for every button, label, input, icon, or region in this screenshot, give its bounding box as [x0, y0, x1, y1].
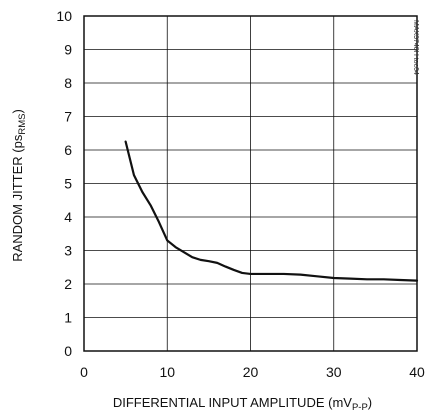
y-tick-label: 7	[64, 109, 72, 125]
y-axis-label: RANDOM JITTER (psRMS)	[10, 109, 28, 262]
x-axis-label: DIFFERENTIAL INPUT AMPLITUDE (mVP-P)	[113, 395, 372, 413]
y-tick-label: 6	[64, 142, 72, 158]
x-tick-labels: 0 10 20 30 40	[80, 364, 425, 380]
grid-lines	[84, 16, 417, 351]
x-axis-label-main: DIFFERENTIAL INPUT AMPLITUDE (mV	[113, 395, 352, 410]
y-axis-label-subscript: RMS	[17, 114, 28, 135]
x-tick-label: 0	[80, 364, 88, 380]
y-tick-label: 5	[64, 176, 72, 192]
y-axis-label-main: RANDOM JITTER (ps	[10, 134, 25, 262]
plot-frame	[83, 15, 418, 352]
y-tick-label: 0	[64, 343, 72, 359]
y-tick-label: 9	[64, 42, 72, 58]
y-tick-label: 2	[64, 276, 72, 292]
y-tick-label: 8	[64, 75, 72, 91]
y-axis-label-close: )	[10, 109, 25, 113]
y-tick-labels: 0 1 2 3 4 5 6 7 8 9 10	[56, 8, 72, 359]
x-tick-label: 10	[159, 364, 175, 380]
x-tick-label: 40	[409, 364, 425, 380]
y-tick-label: 10	[56, 8, 72, 24]
y-tick-label: 3	[64, 243, 72, 259]
x-axis-label-subscript: P-P	[352, 402, 368, 413]
figure-tag: MAX3748H toc04	[412, 20, 419, 75]
y-tick-label: 4	[64, 209, 72, 225]
x-tick-label: 20	[243, 364, 259, 380]
x-axis-label-close: )	[368, 395, 372, 410]
series-layer	[124, 140, 419, 282]
x-tick-label: 30	[326, 364, 342, 380]
y-tick-label: 1	[64, 310, 72, 326]
series-line	[124, 140, 419, 282]
